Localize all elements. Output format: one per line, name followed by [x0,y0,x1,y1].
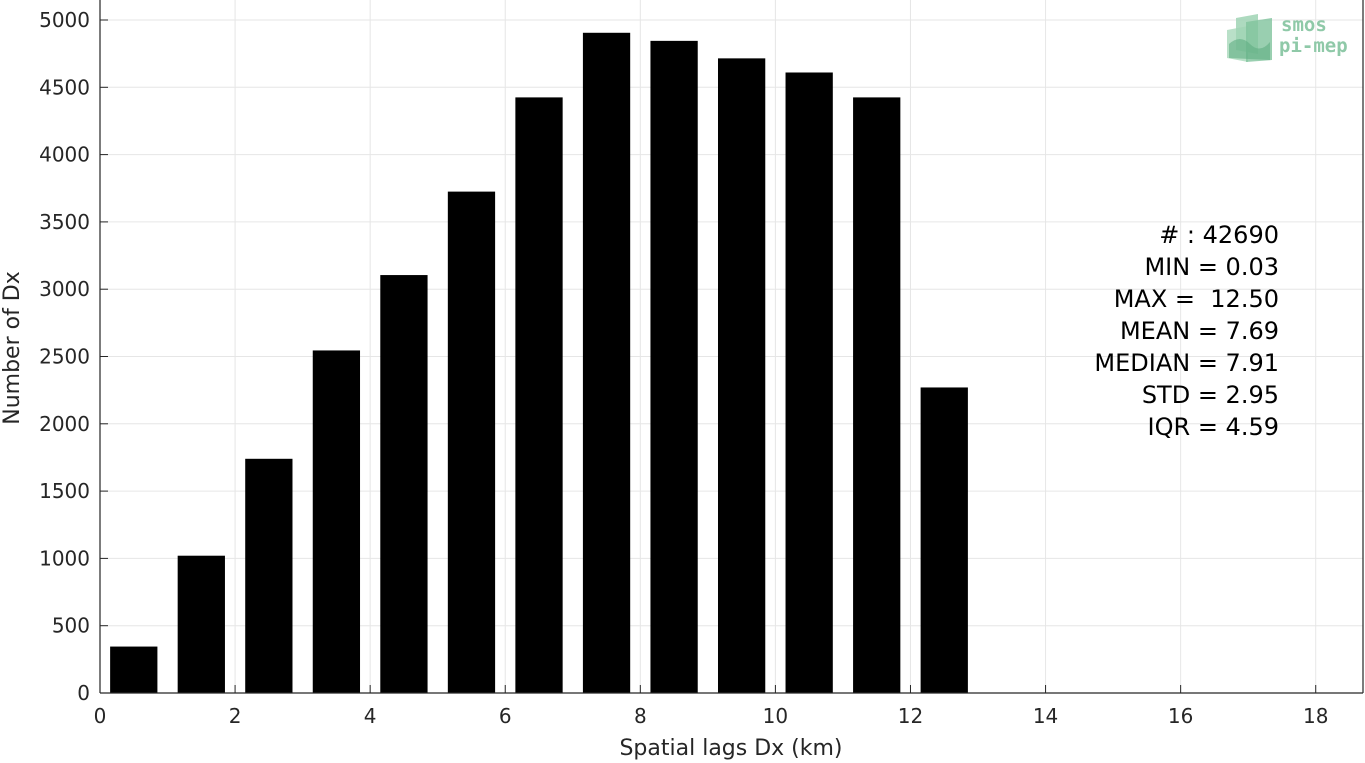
x-tick-label: 16 [1168,704,1193,728]
y-axis-ticks: 0 500 1000 1500 2000 2500 3000 3500 4000 4500 5000 [39,8,108,705]
histogram-bar [515,97,563,693]
stat-line: MEAN = 7.69 [1120,317,1279,345]
stats-annotation: # : 42690 MIN = 0.03 MAX = 12.50 MEAN = 7.6… [1094,221,1279,441]
histogram-bar [717,58,766,693]
histogram-bar [177,555,225,693]
histogram-bar [853,97,901,693]
y-tick-label: 4500 [39,75,90,99]
x-tick-label: 2 [229,704,242,728]
histogram-bar [447,191,496,694]
stat-line: MIN = 0.03 [1144,253,1279,281]
logo-mark-icon [1227,14,1272,62]
y-tick-label: 5000 [39,8,90,32]
x-tick-label: 4 [364,704,377,728]
stat-line: # : 42690 [1159,221,1279,249]
axes-box [99,0,1364,694]
y-tick-label: 1000 [39,546,90,570]
smos-pimep-logo: smos pi-mep [1227,14,1348,62]
histogram-bar [312,350,361,693]
x-tick-label: 6 [499,704,512,728]
stat-line: STD = 2.95 [1142,381,1279,409]
x-axis-ticks: 0 2 4 6 8 10 12 14 16 18 [94,685,1328,728]
bars-group [110,32,968,694]
x-tick-label: 18 [1303,704,1328,728]
y-tick-label: 3500 [39,210,90,234]
histogram-bar [650,40,698,694]
x-axis-label: Spatial lags Dx (km) [619,736,842,761]
logo-line2: pi-mep [1279,35,1348,57]
x-tick-label: 10 [763,704,788,728]
y-tick-label: 1500 [39,479,90,503]
stat-line: IQR = 4.59 [1148,413,1279,441]
histogram-bar [920,387,968,693]
y-tick-label: 4000 [39,143,90,167]
x-tick-label: 0 [94,704,107,728]
histogram-bar [380,275,428,693]
x-tick-label: 12 [898,704,923,728]
y-tick-label: 2000 [39,412,90,436]
histogram-bar [110,646,158,693]
y-tick-label: 3000 [39,277,90,301]
y-tick-label: 500 [52,614,90,638]
logo-line1: smos [1281,14,1327,36]
histogram-bar [245,458,293,693]
y-axis-label: Number of Dx [0,271,25,425]
histogram-bar [785,72,833,693]
x-tick-label: 14 [1033,704,1058,728]
stat-line: MAX = 12.50 [1114,285,1279,313]
stat-line: MEDIAN = 7.91 [1094,349,1279,377]
y-tick-label: 2500 [39,345,90,369]
y-tick-label: 0 [77,681,90,705]
x-tick-label: 8 [634,704,647,728]
histogram-bar [582,32,631,694]
